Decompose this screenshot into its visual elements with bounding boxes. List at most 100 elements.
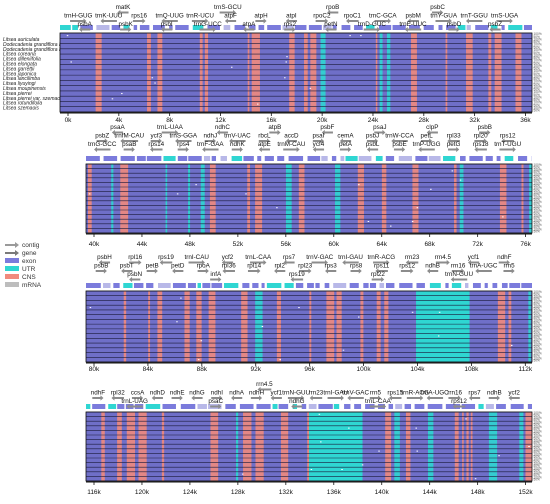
gene-arrow-icon: [474, 146, 487, 153]
gene-arrow-icon: [405, 259, 419, 266]
gene-label: trnV-GAC: [306, 254, 333, 261]
gene-arrow-icon: [312, 138, 325, 144]
gene-arrow-icon: [204, 138, 216, 144]
tick-label: 12k: [215, 117, 226, 124]
legend-label: mRNA: [22, 282, 42, 289]
legend-arrow-icon: [5, 250, 19, 256]
gene-annotations: matK trnS-GCU rpoB psbC trnH-GUG trnK-UUU rps1…: [64, 4, 519, 33]
exon-block: [501, 283, 508, 288]
alignment-tracks: 100%50%100%50%100%50%100%50%100%50%100%5…: [85, 163, 542, 234]
exon-block: [385, 283, 395, 288]
percent-label: 50%: [534, 423, 541, 427]
exon-track: [60, 25, 532, 30]
gene-label: psbC: [430, 4, 445, 11]
gene-label: ycf2: [222, 254, 234, 261]
gene-label: psbF: [320, 124, 334, 131]
exon-block: [86, 283, 101, 288]
gene-label: psbB: [94, 263, 108, 270]
gene-label: trnG-UCC: [194, 21, 222, 28]
cns-band: [255, 412, 264, 481]
gene-label: rpoC2: [313, 13, 331, 20]
gene-label: ndhD: [150, 390, 166, 397]
exon-block: [445, 283, 449, 288]
gene-label: trnN-GUU: [282, 390, 310, 397]
gene-label: atpE: [258, 141, 271, 148]
gene-arrow-icon: [285, 138, 298, 144]
gene-label: psbN: [127, 271, 142, 278]
gene-label: psaC: [208, 398, 223, 405]
percent-label: 50%: [534, 193, 541, 197]
gene-arrow-icon: [508, 395, 520, 401]
exon-block: [231, 156, 243, 161]
exon-block: [162, 404, 176, 409]
exon-block: [223, 283, 239, 288]
percent-label: 50%: [534, 427, 541, 431]
gene-label: trnF-GAA: [197, 141, 224, 148]
exon-block: [378, 25, 392, 30]
percent-label: 50%: [534, 35, 541, 39]
exon-block: [340, 156, 345, 161]
utr-band: [519, 412, 524, 481]
gene-label: trnL-UAA: [157, 124, 184, 131]
exon-block: [508, 25, 523, 30]
cns-band: [247, 164, 250, 233]
panel-1: matK trnS-GCU rpoB psbC trnH-GUG trnK-UUU rps1…: [59, 4, 542, 124]
exon-block: [461, 404, 476, 409]
gene-arrow-icon: [150, 146, 163, 153]
utr-band: [459, 164, 464, 233]
cns-band: [210, 412, 219, 481]
gene-label: trnT-UGU: [494, 141, 521, 148]
percent-label: 50%: [534, 436, 541, 440]
percent-label: 50%: [534, 297, 541, 301]
cns-band: [204, 33, 209, 112]
gene-label: trnS-GCU: [214, 4, 242, 11]
cns-band: [360, 291, 364, 362]
legend-swatch: [5, 266, 19, 271]
percent-label: 50%: [534, 340, 541, 344]
gene-arrow-icon: [191, 395, 203, 401]
percent-label: 50%: [534, 225, 541, 229]
exon-block: [501, 25, 505, 30]
exon-block: [399, 283, 413, 288]
exon-block: [307, 156, 321, 161]
gene-label: rpl22: [371, 271, 385, 278]
exon-block: [496, 156, 501, 161]
percent-label: 50%: [534, 316, 541, 320]
gene-label: trnR-UCU: [186, 13, 214, 20]
exon-block: [385, 156, 395, 161]
cns-band: [521, 164, 524, 233]
gene-label: trnH-GUG: [64, 13, 92, 20]
gene-arrow-icon: [321, 129, 333, 136]
gene-label: cemA: [337, 133, 354, 140]
percent-label: 100%: [534, 430, 542, 434]
cns-band: [161, 412, 165, 481]
cns-band: [241, 291, 248, 362]
exon-block: [80, 25, 93, 30]
gene-label: ndhB: [487, 390, 502, 397]
gene-label: psaB: [122, 141, 136, 148]
gene-arrow-icon: [373, 259, 390, 266]
gene-arrow-icon: [400, 268, 414, 274]
exon-block: [395, 404, 403, 409]
gene-arrow-icon: [120, 26, 132, 33]
exon-block: [443, 156, 456, 161]
gene-arrow-icon: [311, 259, 328, 266]
gene-label: atpB: [268, 124, 281, 131]
tick-label: 36k: [520, 117, 531, 124]
exon-block: [423, 25, 434, 30]
gene-arrow-icon: [327, 9, 339, 16]
percent-label: 50%: [534, 56, 541, 60]
percent-label: 100%: [534, 182, 542, 186]
gene-arrow-icon: [391, 138, 408, 144]
percent-label: 100%: [534, 448, 542, 452]
gene-arrow-icon: [407, 18, 419, 24]
exon-block: [523, 25, 532, 30]
percent-label: 50%: [534, 349, 541, 353]
gene-label: trnE-UUC: [399, 21, 427, 28]
gene-arrow-icon: [121, 268, 133, 274]
species-name: Litsea elongata: [3, 62, 37, 68]
gene-label: rpl16: [128, 254, 142, 261]
exon-track: [86, 156, 532, 161]
tick-label: 148k: [471, 489, 486, 496]
exon-block: [284, 283, 294, 288]
